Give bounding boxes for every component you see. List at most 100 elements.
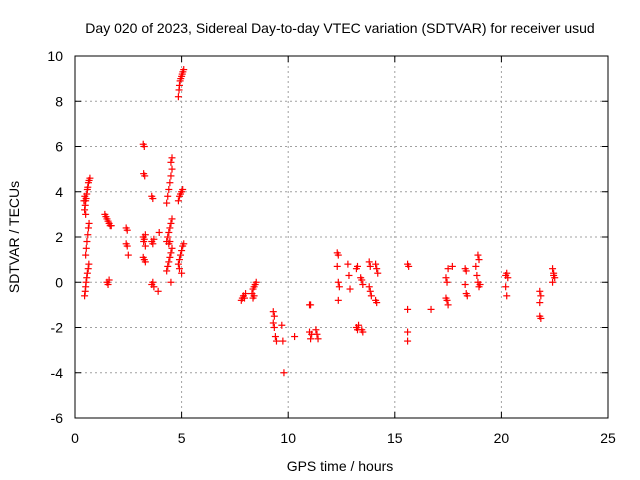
data-point bbox=[278, 321, 286, 329]
data-point bbox=[140, 238, 148, 246]
data-point bbox=[179, 185, 187, 193]
data-point bbox=[168, 165, 176, 173]
data-point bbox=[367, 292, 375, 300]
data-point bbox=[503, 269, 511, 277]
y-tick-label: 2 bbox=[55, 229, 63, 245]
x-tick-label: 15 bbox=[387, 430, 403, 446]
data-point bbox=[164, 233, 172, 241]
data-point bbox=[82, 251, 90, 259]
data-point bbox=[82, 278, 90, 286]
data-point bbox=[167, 278, 175, 286]
data-point bbox=[345, 271, 353, 279]
data-point bbox=[141, 242, 149, 250]
data-point bbox=[374, 269, 382, 277]
data-point bbox=[168, 215, 176, 223]
data-point bbox=[344, 260, 352, 268]
data-point bbox=[475, 256, 483, 264]
data-point bbox=[358, 276, 366, 284]
data-point bbox=[404, 337, 412, 345]
tick-layer: 0 5 10 15 20 25 -6 -4 -2 0 2 4 6 8 10 bbox=[47, 48, 616, 446]
data-point bbox=[461, 281, 469, 289]
x-tick-label: 5 bbox=[178, 430, 186, 446]
data-point bbox=[167, 158, 175, 166]
data-point bbox=[141, 231, 149, 239]
data-point bbox=[149, 195, 157, 203]
data-point bbox=[307, 301, 315, 309]
data-point bbox=[107, 222, 115, 230]
data-point bbox=[180, 240, 188, 248]
data-point bbox=[270, 312, 278, 320]
data-point bbox=[313, 330, 321, 338]
data-point bbox=[280, 369, 288, 377]
x-tick-label: 0 bbox=[71, 430, 79, 446]
data-point bbox=[240, 294, 248, 302]
data-point bbox=[80, 197, 88, 205]
data-point bbox=[175, 81, 183, 89]
data-point bbox=[81, 292, 89, 300]
data-point bbox=[164, 262, 172, 270]
data-point bbox=[83, 274, 91, 282]
data-point bbox=[279, 337, 287, 345]
data-point bbox=[366, 262, 374, 270]
data-point bbox=[269, 319, 277, 327]
data-point bbox=[472, 262, 480, 270]
data-point bbox=[167, 249, 175, 257]
y-tick-label: 0 bbox=[55, 274, 63, 290]
data-point bbox=[549, 278, 557, 286]
data-point bbox=[503, 292, 511, 300]
data-point bbox=[149, 240, 157, 248]
data-point bbox=[443, 296, 451, 304]
data-point bbox=[353, 262, 361, 270]
data-point bbox=[404, 328, 412, 336]
data-point bbox=[476, 281, 484, 289]
data-point bbox=[536, 299, 544, 307]
data-point bbox=[141, 172, 149, 180]
data-point bbox=[123, 242, 131, 250]
data-point bbox=[252, 278, 260, 286]
data-point bbox=[462, 267, 470, 275]
data-point bbox=[178, 247, 186, 255]
data-point bbox=[250, 292, 258, 300]
data-point bbox=[178, 269, 186, 277]
data-point bbox=[312, 326, 320, 334]
data-point bbox=[83, 269, 91, 277]
data-point bbox=[504, 274, 512, 282]
data-point bbox=[81, 192, 89, 200]
data-point bbox=[163, 267, 171, 275]
data-point bbox=[123, 226, 131, 234]
data-point bbox=[82, 210, 90, 218]
data-point bbox=[443, 278, 451, 286]
data-point bbox=[271, 333, 279, 341]
y-axis-label: SDTVAR / TECUs bbox=[6, 181, 22, 293]
data-point bbox=[84, 265, 92, 273]
data-point bbox=[372, 260, 380, 268]
data-point bbox=[175, 256, 183, 264]
data-point bbox=[166, 179, 174, 187]
data-point bbox=[175, 265, 183, 273]
y-tick-label: 6 bbox=[55, 139, 63, 155]
y-tick-label: -4 bbox=[51, 365, 64, 381]
y-tick-label: 10 bbox=[47, 48, 63, 64]
data-point bbox=[85, 260, 93, 268]
data-point bbox=[140, 143, 148, 150]
data-marks bbox=[80, 66, 559, 377]
y-tick-label: -6 bbox=[51, 410, 64, 426]
data-point bbox=[366, 287, 374, 295]
data-point bbox=[474, 251, 482, 259]
x-tick-label: 25 bbox=[600, 430, 616, 446]
x-axis-label: GPS time / hours bbox=[287, 458, 394, 474]
data-point bbox=[84, 183, 92, 191]
data-point bbox=[141, 258, 149, 266]
data-point bbox=[473, 271, 481, 279]
data-point bbox=[149, 278, 157, 286]
data-point bbox=[166, 253, 174, 261]
data-point bbox=[168, 244, 176, 252]
data-point bbox=[150, 235, 158, 243]
data-point bbox=[86, 174, 94, 182]
data-point bbox=[334, 251, 342, 259]
data-point bbox=[85, 219, 93, 227]
data-point bbox=[359, 328, 367, 336]
data-point bbox=[167, 172, 175, 180]
data-point bbox=[272, 337, 280, 345]
